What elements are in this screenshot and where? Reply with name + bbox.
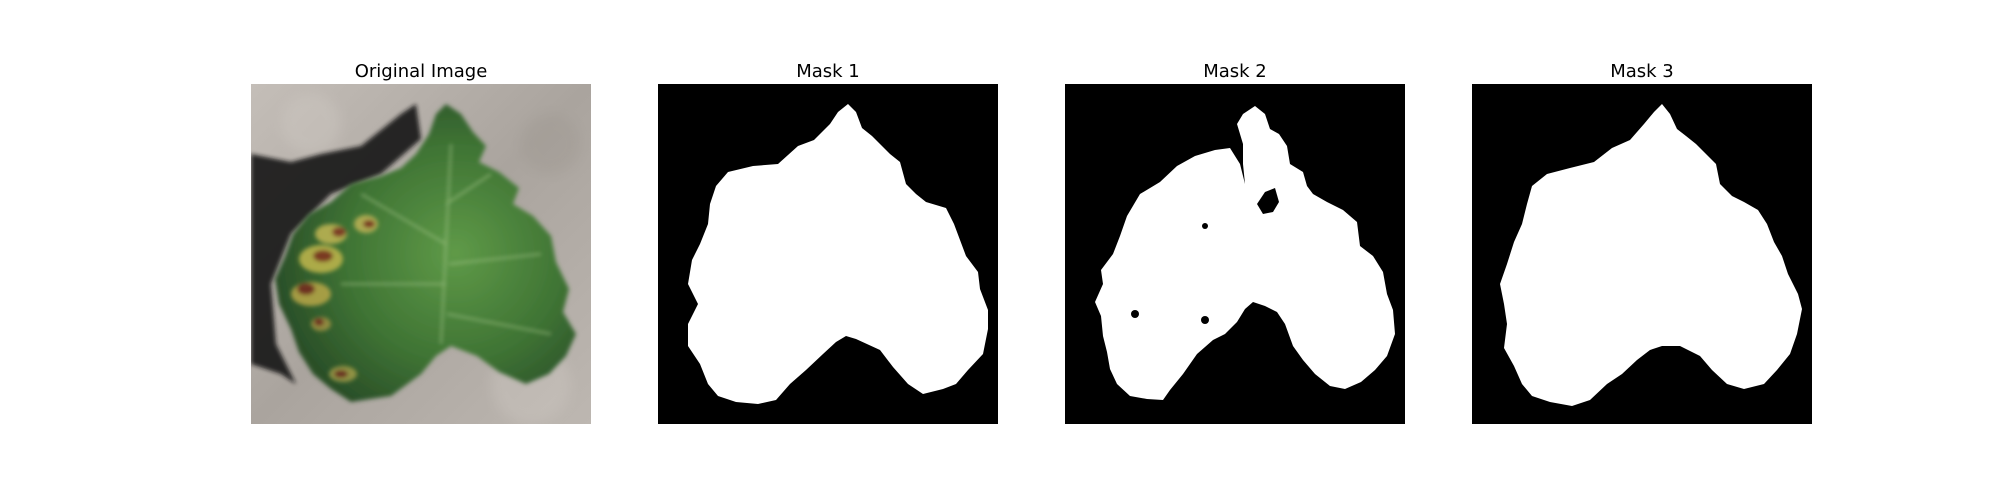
panel-title: Mask 3 — [1610, 61, 1674, 82]
original-leaf-photo — [251, 84, 591, 424]
panel-title: Mask 2 — [1203, 61, 1267, 82]
panel-title: Original Image — [354, 61, 488, 82]
panel-mask-1: Mask 1 — [658, 60, 998, 428]
panel-original-image: Original Image — [251, 60, 591, 428]
mask-3-image — [1472, 84, 1812, 424]
mask-1-image — [658, 84, 998, 424]
panel-mask-3: Mask 3 — [1472, 60, 1812, 428]
panel-title: Mask 1 — [796, 61, 860, 82]
panel-mask-2: Mask 2 — [1065, 60, 1405, 428]
mask-2-image — [1065, 84, 1405, 424]
